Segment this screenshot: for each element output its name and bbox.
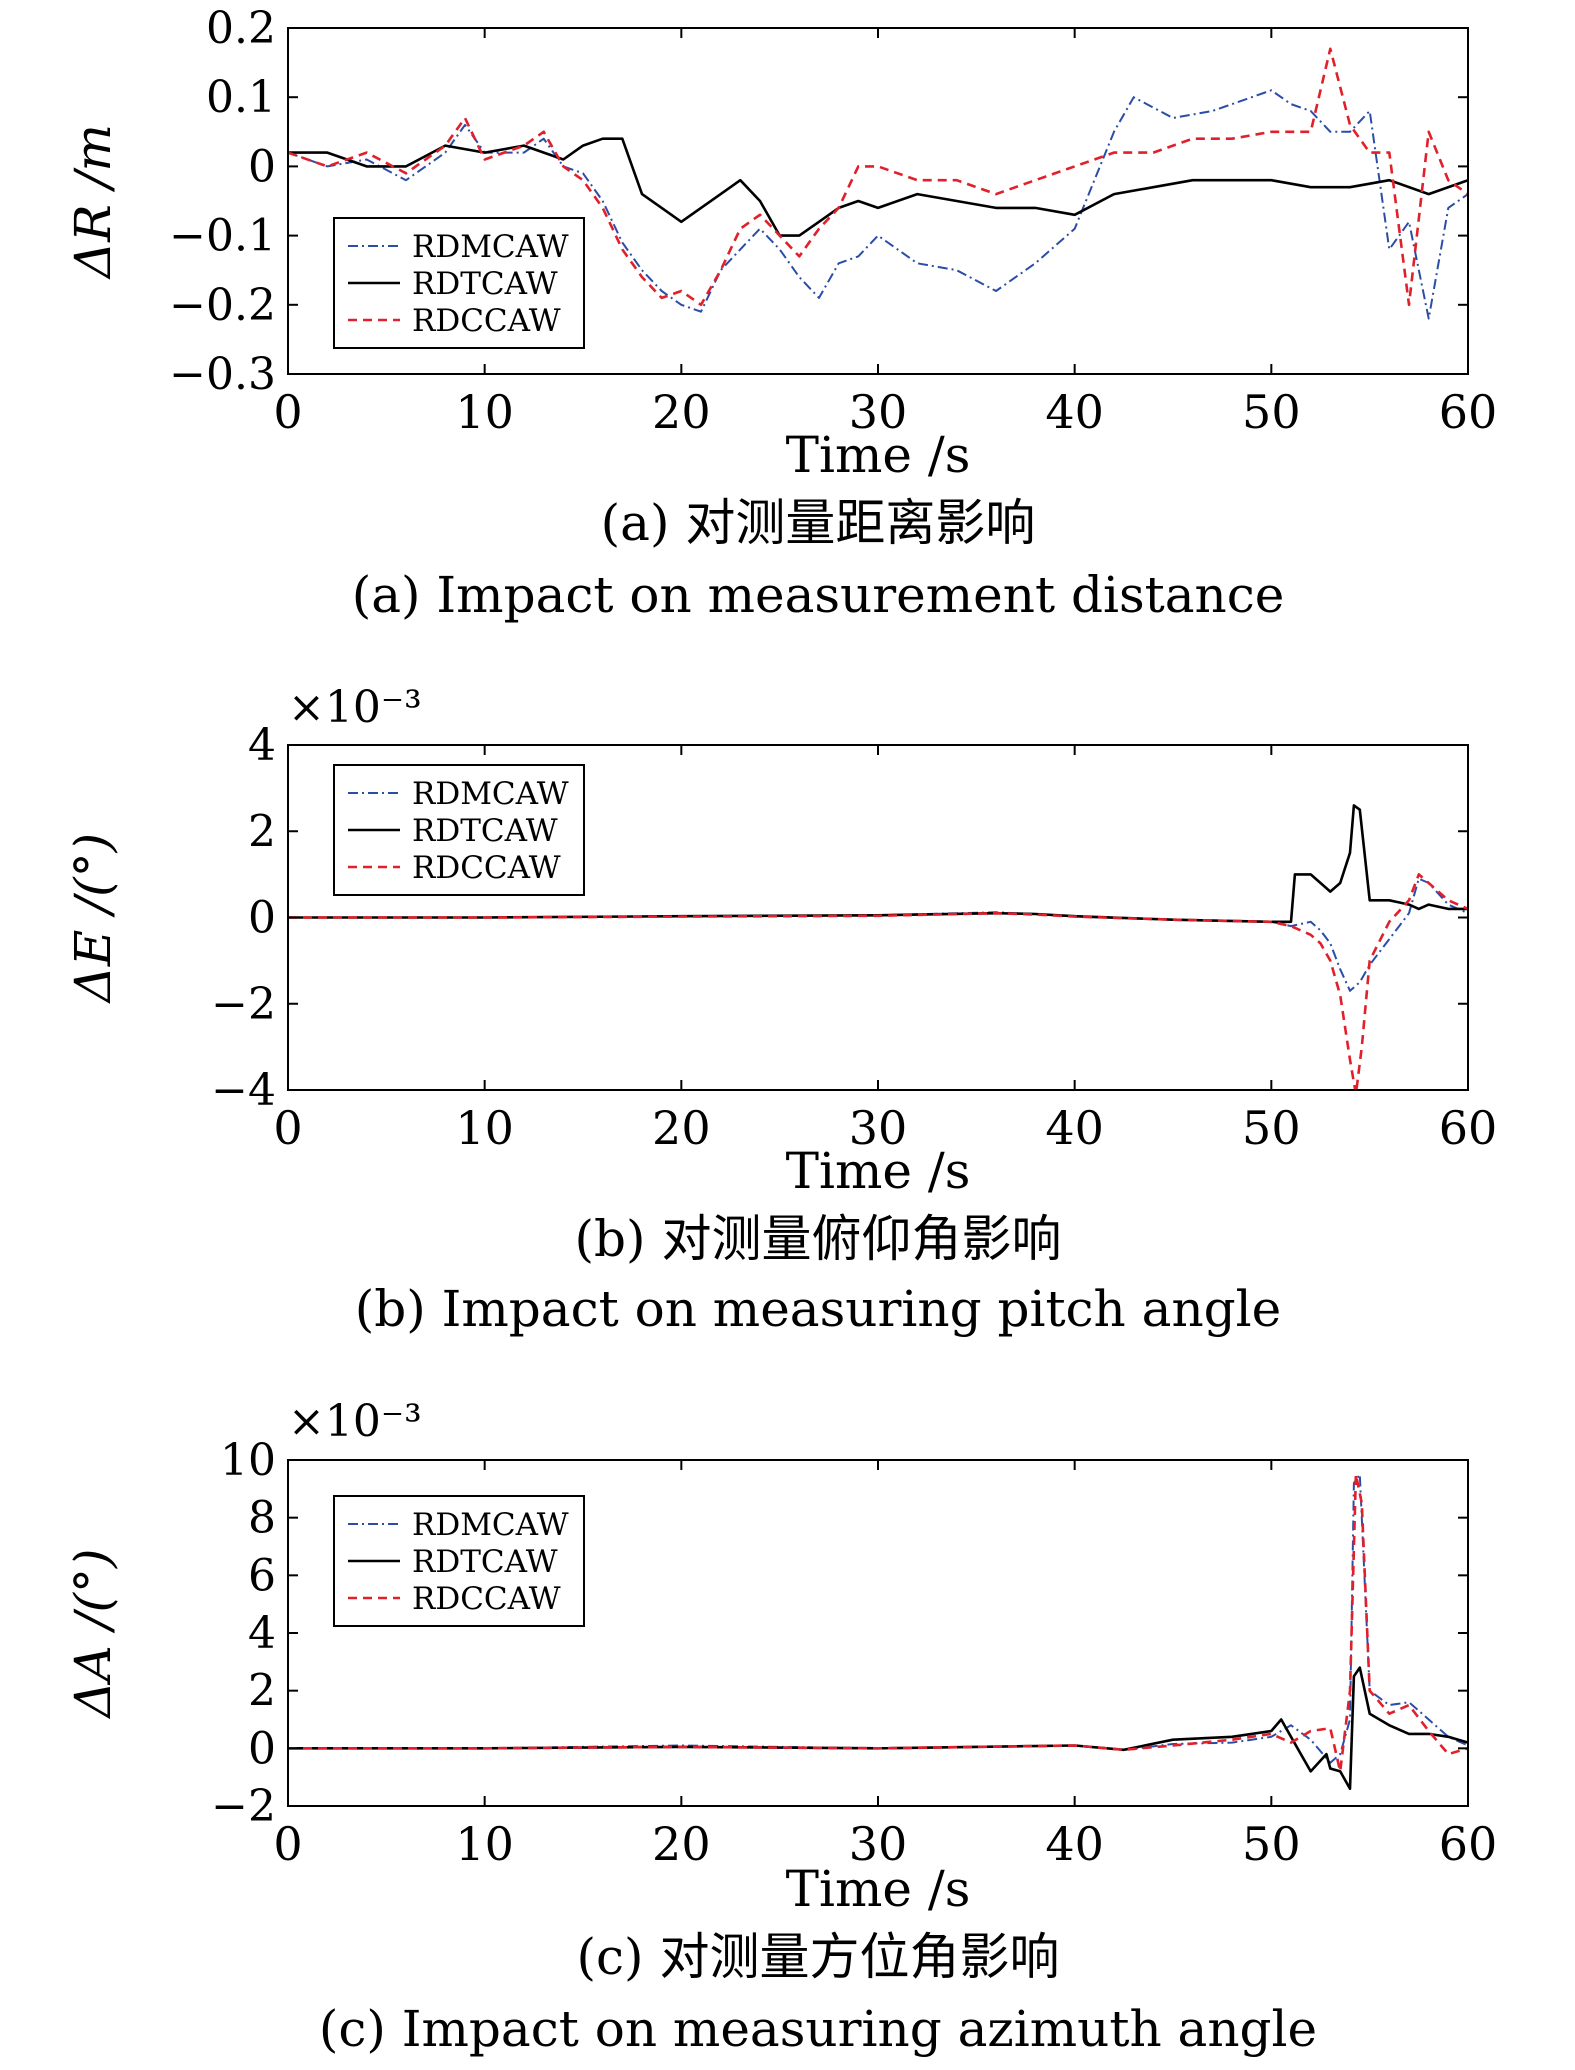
x-tick-label: 40 <box>1045 1101 1104 1155</box>
x-tick-label: 30 <box>849 385 908 439</box>
y-tick-label: −4 <box>211 1065 276 1116</box>
legend-label-rdccaw: RDCCAW <box>412 303 561 339</box>
y-multiplier: ×10⁻³ <box>288 1396 422 1447</box>
x-axis-label: Time /s <box>786 1142 971 1200</box>
chart-panel-1: 0 10 20 30 40 50 60 −0.3 −0.2 −0.1 0 0.1 0.2 Time /s Δ… <box>64 3 1497 624</box>
y-tick-label: −0.2 <box>169 280 276 331</box>
series-lines <box>288 1473 1468 1790</box>
y-tick-label: 4 <box>248 720 276 771</box>
series-line-rdtcaw <box>288 137 1468 237</box>
y-tick-label: −2 <box>211 1781 276 1832</box>
x-tick-label: 30 <box>849 1101 908 1155</box>
chart-panel-2: 0 10 20 30 40 50 60 −4 −2 0 2 4×10⁻³ Time /s ΔE /(°) R… <box>64 682 1497 1338</box>
legend-label-rdmcaw: RDMCAW <box>412 776 569 812</box>
x-tick-label: 0 <box>273 1817 302 1871</box>
y-tick-label: 0 <box>248 1723 276 1774</box>
caption-chinese: (a) 对测量距离影响 <box>601 494 1036 552</box>
y-tick-label: 0 <box>248 141 276 192</box>
series-lines <box>288 804 1468 1090</box>
y-tick-label: 4 <box>248 1608 276 1659</box>
y-tick-label: 8 <box>248 1493 276 1544</box>
y-tick-label: 0.1 <box>206 72 276 123</box>
x-tick-label: 0 <box>273 1101 302 1155</box>
y-axis-label: ΔR /m <box>64 124 122 280</box>
x-tick-label: 50 <box>1242 385 1301 439</box>
legend-label-rdtcaw: RDTCAW <box>412 813 558 849</box>
y-tick-label: 10 <box>220 1435 276 1486</box>
x-tick-label: 50 <box>1242 1817 1301 1871</box>
legend-label-rdmcaw: RDMCAW <box>412 229 569 265</box>
caption-english: (b) Impact on measuring pitch angle <box>355 1280 1282 1338</box>
y-tick-label: 0 <box>248 893 276 944</box>
y-tick-label: 0.2 <box>206 3 276 54</box>
y-tick-label: 2 <box>248 806 276 857</box>
y-axis-label: ΔE /(°) <box>64 833 122 1004</box>
x-tick-label: 60 <box>1439 1101 1498 1155</box>
legend-label-rdmcaw: RDMCAW <box>412 1507 569 1543</box>
y-axis-label: ΔA /(°) <box>64 1549 122 1720</box>
x-tick-label: 10 <box>455 385 514 439</box>
x-tick-label: 60 <box>1439 1817 1498 1871</box>
x-tick-label: 0 <box>273 385 302 439</box>
x-tick-label: 30 <box>849 1817 908 1871</box>
legend-label-rdtcaw: RDTCAW <box>412 1544 558 1580</box>
caption-english: (a) Impact on measurement distance <box>352 566 1285 624</box>
x-tick-label: 60 <box>1439 385 1498 439</box>
y-multiplier: ×10⁻³ <box>288 682 422 733</box>
caption-chinese: (c) 对测量方位角影响 <box>577 1928 1060 1986</box>
x-tick-label: 40 <box>1045 385 1104 439</box>
x-tick-label: 20 <box>652 1817 711 1871</box>
x-tick-label: 10 <box>455 1817 514 1871</box>
y-tick-label: 6 <box>248 1550 276 1601</box>
x-tick-label: 10 <box>455 1101 514 1155</box>
x-axis-label: Time /s <box>786 426 971 484</box>
x-tick-label: 50 <box>1242 1101 1301 1155</box>
y-tick-label: −2 <box>211 979 276 1030</box>
x-tick-label: 20 <box>652 1101 711 1155</box>
caption-chinese: (b) 对测量俯仰角影响 <box>575 1210 1062 1268</box>
x-tick-label: 20 <box>652 385 711 439</box>
legend-label-rdccaw: RDCCAW <box>412 1581 561 1617</box>
x-tick-label: 40 <box>1045 1817 1104 1871</box>
series-line-rdtcaw <box>288 1666 1468 1790</box>
x-axis-label: Time /s <box>786 1860 971 1918</box>
series-lines <box>288 47 1468 320</box>
y-tick-label: −0.3 <box>169 349 276 400</box>
y-tick-label: −0.1 <box>169 211 276 262</box>
y-tick-label: 2 <box>248 1666 276 1717</box>
series-line-rdccaw <box>288 1473 1468 1773</box>
series-line-rdccaw <box>288 47 1468 307</box>
legend-label-rdccaw: RDCCAW <box>412 850 561 886</box>
series-line-rdmcaw <box>288 89 1468 320</box>
caption-english: (c) Impact on measuring azimuth angle <box>319 2000 1317 2058</box>
legend-label-rdtcaw: RDTCAW <box>412 266 558 302</box>
